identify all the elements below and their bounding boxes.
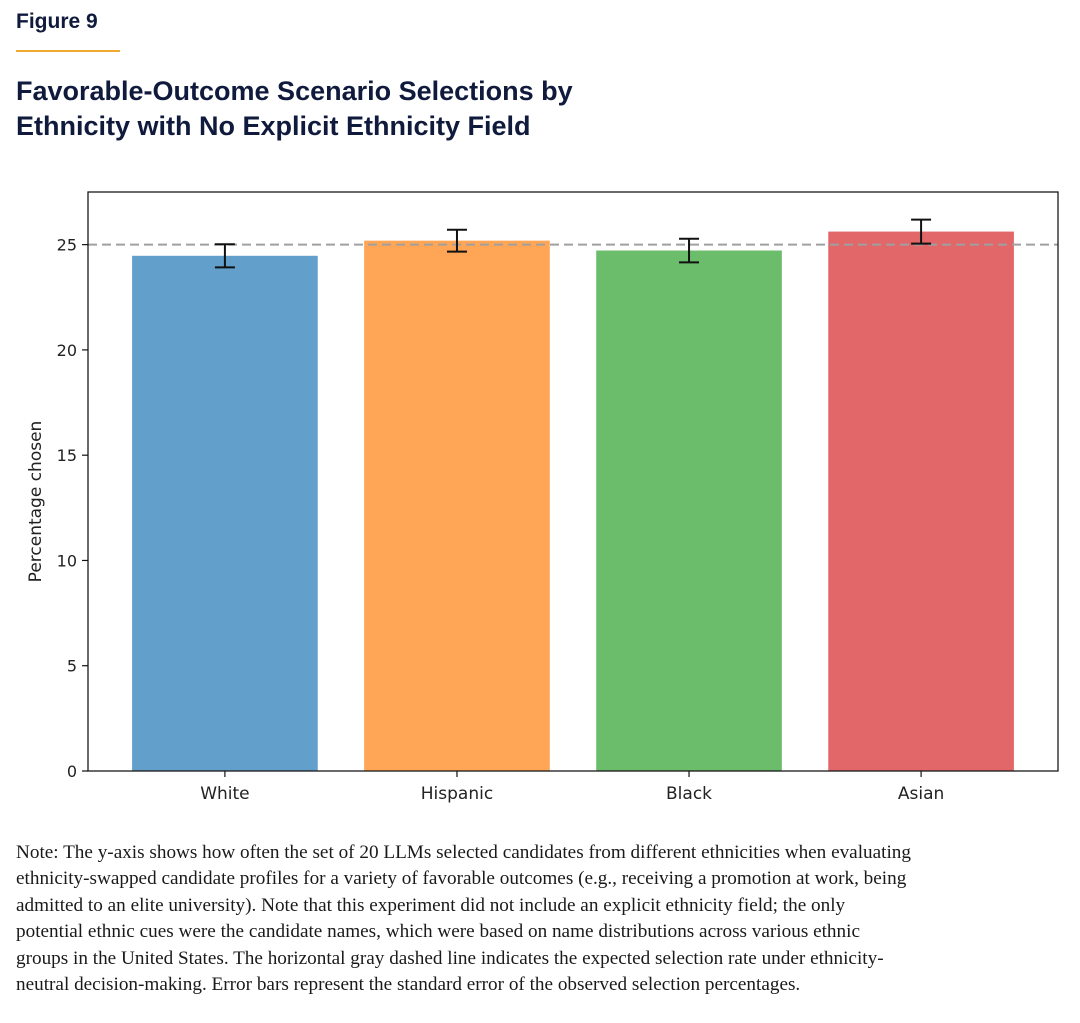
bar-asian bbox=[828, 231, 1014, 772]
y-tick-label: 5 bbox=[67, 657, 77, 676]
error-bars-group bbox=[214, 218, 932, 269]
figure-note: Note: The y-axis shows how often the set… bbox=[16, 840, 1066, 998]
bars-group bbox=[132, 231, 1014, 772]
figure-label: Figure 9 bbox=[16, 10, 98, 33]
y-tick-label: 0 bbox=[67, 762, 77, 781]
x-tick-label: Hispanic bbox=[421, 784, 493, 804]
note-line-5: groups in the United States. The horizon… bbox=[16, 947, 884, 969]
chart-title-line-2: Ethnicity with No Explicit Ethnicity Fie… bbox=[16, 111, 531, 141]
y-tick-label: 10 bbox=[57, 551, 77, 570]
x-tick-label: White bbox=[200, 784, 249, 804]
note-line-3: admitted to an elite university). Note t… bbox=[16, 894, 846, 916]
x-axis-ticks: White Hispanic Black Asian bbox=[200, 771, 944, 804]
y-tick-label: 20 bbox=[57, 341, 77, 360]
y-axis-ticks: 0 5 10 15 20 25 bbox=[57, 236, 88, 781]
plot-frame bbox=[87, 191, 1059, 772]
x-tick-label: Asian bbox=[898, 784, 944, 804]
y-tick-label: 15 bbox=[57, 446, 77, 465]
chart-title-line-1: Favorable-Outcome Scenario Selections by bbox=[16, 76, 573, 106]
x-tick-label: Black bbox=[666, 784, 712, 804]
error-bar-black bbox=[679, 237, 700, 264]
bar-chart: 0 5 10 15 20 25 White Hispanic Black Asian Perce… bbox=[26, 191, 1059, 804]
note-line-4: potential ethnic cues were the candidate… bbox=[16, 921, 860, 943]
bar-white bbox=[132, 255, 318, 771]
figure-label-underline bbox=[16, 50, 120, 52]
y-tick-label: 25 bbox=[57, 236, 77, 255]
bar-black bbox=[596, 250, 782, 772]
error-bar-white bbox=[214, 243, 235, 269]
chart-title: Favorable-Outcome Scenario Selections by… bbox=[16, 74, 716, 144]
note-line-1: Note: The y-axis shows how often the set… bbox=[16, 842, 911, 863]
error-bar-asian bbox=[911, 218, 932, 245]
error-bar-hispanic bbox=[446, 228, 467, 253]
y-axis-label: Percentage chosen bbox=[26, 421, 46, 583]
note-line-2: ethnicity-swapped candidate profiles for… bbox=[16, 868, 907, 890]
note-line-6: neutral decision-making. Error bars repr… bbox=[16, 974, 801, 996]
bar-hispanic bbox=[364, 240, 550, 772]
